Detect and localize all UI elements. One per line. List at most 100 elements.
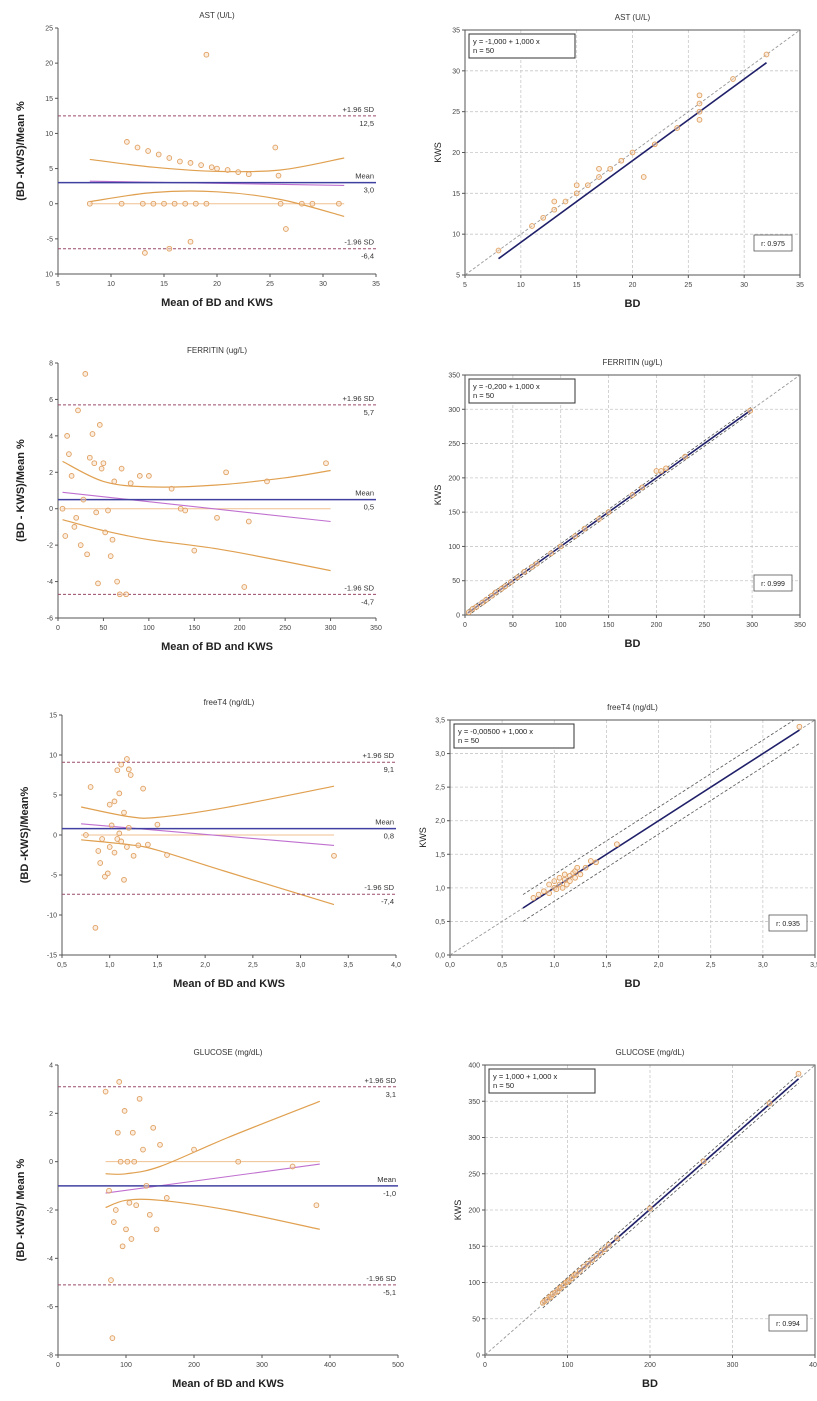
ast-reg-data-point <box>640 174 647 180</box>
glucose-reg-y-tick-label: 150 <box>468 1244 480 1251</box>
ast-ba-lower-loa-label: -1.96 SD <box>344 238 374 247</box>
freet4-reg-plot-area <box>450 720 815 955</box>
freet4-reg-data-point <box>796 723 803 730</box>
glucose-ba-data-point <box>112 1207 119 1213</box>
ferritin-reg-data-point <box>596 516 602 522</box>
freet4-ba-data-point <box>111 798 118 805</box>
glucose-reg-y-tick-label: 250 <box>468 1171 480 1178</box>
ferritin-reg-data-point <box>502 583 509 590</box>
freet4-ba-data-point <box>92 924 99 931</box>
glucose-ba-data-point <box>123 1226 129 1233</box>
freet4-reg-data-point <box>559 885 566 891</box>
freet4-ba-lower-loa-value: -7,4 <box>381 897 394 906</box>
freet4-ba-data-point <box>121 876 127 883</box>
freet4-ba-x-tick-label: 1,0 <box>105 962 115 969</box>
ferritin-reg-equation: y = -0,200 + 1,000 x <box>473 382 540 391</box>
glucose-reg-data-point <box>766 1100 773 1107</box>
ferritin-reg-data-point <box>653 468 660 474</box>
ferritin-reg-data-point <box>682 453 688 460</box>
ferritin-ba-data-point <box>102 529 109 536</box>
ast-ba-data-point <box>166 245 173 252</box>
ferritin-reg-data-point <box>529 564 535 570</box>
glucose-ba-data-point <box>102 1088 109 1095</box>
freet4-ba-ci-lower-curve <box>81 839 335 906</box>
ast-ba-x-axis-label: Mean of BD and KWS <box>161 297 273 309</box>
glucose-reg-y-tick-label: 350 <box>468 1099 480 1106</box>
ferritin-ba-data-point <box>109 536 116 543</box>
ast-ba-data-point <box>245 171 252 178</box>
ast-ba-mean-label: Mean <box>355 172 374 181</box>
ferritin-ba-x-tick-label: 100 <box>143 625 155 632</box>
freet4-reg-data-point <box>541 888 547 895</box>
ferritin-ba-data-point <box>77 542 84 548</box>
glucose-reg-data-point <box>614 1235 620 1242</box>
glucose-ba-data-point <box>114 1129 121 1136</box>
ferritin-ba-data-point <box>107 553 114 559</box>
freet4-reg-y-tick-label: 3,5 <box>435 718 445 725</box>
ferritin-reg-data-point <box>581 525 588 532</box>
ferritin-ba-data-point <box>71 524 78 530</box>
ast-ba-data-point <box>177 158 183 165</box>
glucose-ba-data-point <box>163 1195 170 1201</box>
freet4-ba-x-tick-label: 2,0 <box>200 962 210 969</box>
glucose-ba-data-point <box>121 1108 128 1114</box>
glucose-reg-n-label: n = 50 <box>493 1081 514 1090</box>
freet4-ba-data-point <box>125 824 132 831</box>
freet4-ba-data-point <box>106 801 113 808</box>
ast-reg-data-point <box>551 198 558 205</box>
glucose-ba-data-point <box>109 1335 116 1341</box>
ferritin-ba-data-point <box>127 480 134 487</box>
ferritin-reg-data-point <box>557 543 564 550</box>
ferritin-ba-data-point <box>146 473 152 479</box>
ferritin-reg-data-point <box>508 579 514 585</box>
freet4-reg-y-tick-label: 1,5 <box>435 852 445 859</box>
glucose-ba-y-tick-label: -6 <box>47 1304 53 1311</box>
freet4-ba-y-tick-label: -10 <box>47 913 57 920</box>
glucose-ba-lower-loa-label: -1.96 SD <box>366 1274 396 1283</box>
glucose-ba-data-point <box>106 1187 112 1194</box>
freet4-ba-data-point <box>121 809 127 816</box>
glucose-reg-data-point <box>647 1205 653 1212</box>
freet4-ba-plot-area <box>62 756 396 931</box>
ferritin-ba-data-point <box>223 469 229 476</box>
glucose-reg-plot-area <box>485 1065 815 1355</box>
ferritin-reg-x-tick-label: 350 <box>794 622 806 629</box>
freet4-ba-x-tick-label: 2,5 <box>248 962 258 969</box>
freet4-ba-y-axis-label: (BD -KWS)/Mean% <box>19 787 31 884</box>
freet4-reg-y-tick-label: 1,0 <box>435 885 445 892</box>
ferritin-reg-data-point <box>521 568 528 575</box>
ast-reg-x-tick-label: 25 <box>684 282 692 289</box>
ferritin-ba-upper-loa-label: +1.96 SD <box>343 394 375 403</box>
ast-ba-x-tick-label: 5 <box>56 281 60 288</box>
freet4-reg-x-tick-label: 0,5 <box>497 962 507 969</box>
ferritin-reg-x-tick-label: 0 <box>463 622 467 629</box>
ast-reg-fit-line <box>498 62 767 260</box>
glucose-reg-x-tick-label: 0 <box>483 1362 487 1369</box>
ast-reg-y-tick-label: 35 <box>452 28 460 35</box>
freet4-ba-x-tick-label: 0,5 <box>57 962 67 969</box>
ferritin-ba-data-point <box>116 591 123 598</box>
ast-ba-data-point <box>142 250 148 256</box>
ferritin-reg-y-tick-label: 100 <box>448 544 460 551</box>
ast-ba-data-point <box>283 226 289 232</box>
glucose-ba-data-point <box>235 1158 242 1165</box>
glucose-ba-data-point <box>136 1095 143 1102</box>
ferritin-ba-data-point <box>82 371 89 377</box>
ast-reg-y-tick-label: 15 <box>452 191 460 198</box>
ferritin-reg-ci-upper-line <box>467 406 753 611</box>
glucose-reg-r-box <box>768 1314 808 1332</box>
ferritin-ba-y-tick-label: -2 <box>47 543 53 550</box>
ast-ba-data-point <box>198 162 204 168</box>
ast-ba-data-point <box>214 165 220 172</box>
ferritin-ba-y-axis-label: (BD - KWS)/Mean % <box>15 439 27 542</box>
ferritin-ba-title: FERRITIN (ug/L) <box>187 346 247 355</box>
freet4-reg-data-point <box>582 864 589 871</box>
ast-reg-data-point <box>551 206 558 213</box>
glucose-reg-x-tick-label: 400 <box>809 1362 817 1369</box>
glucose-ba-data-point <box>140 1146 146 1153</box>
ferritin-reg-chart: FERRITIN (ug/L) 0 50 100 150 200 250 300 350 0 50 1… <box>433 358 806 650</box>
freet4-reg-y-tick-label: 2,0 <box>435 818 445 825</box>
ast-ba-data-point <box>150 200 157 207</box>
ferritin-reg-frame <box>464 374 801 616</box>
freet4-reg-data-point <box>556 874 563 881</box>
